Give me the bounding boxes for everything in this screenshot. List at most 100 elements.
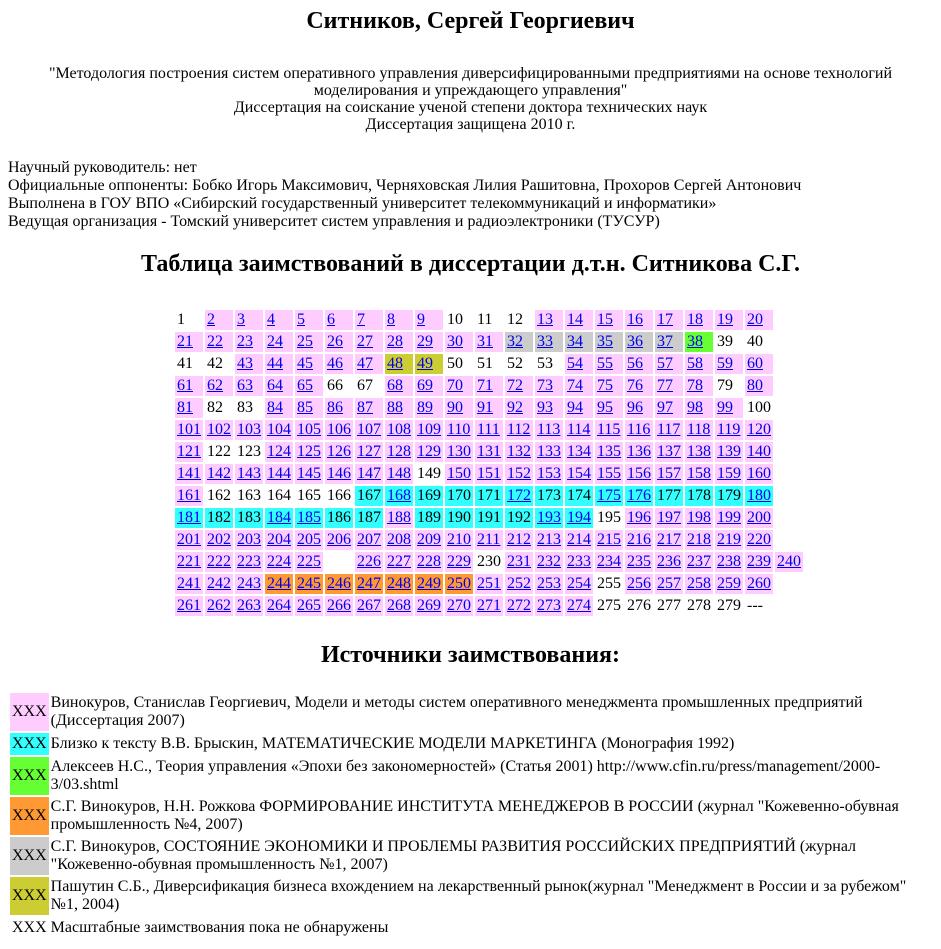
page-link[interactable]: 138 [687,443,711,460]
page-cell[interactable]: 188 [385,508,413,528]
page-cell[interactable]: 264 [265,596,293,616]
page-link[interactable]: 273 [537,597,561,614]
page-link[interactable]: 43 [237,355,253,372]
page-cell[interactable]: 246 [325,574,353,594]
page-cell[interactable]: 160 [745,464,773,484]
page-link[interactable]: 156 [627,465,651,482]
page-link[interactable]: 152 [507,465,531,482]
page-link[interactable]: 184 [267,509,291,526]
page-cell[interactable]: 196 [625,508,653,528]
page-link[interactable]: 97 [657,399,673,416]
page-cell[interactable]: 72 [505,376,533,396]
page-cell[interactable]: 235 [625,552,653,572]
page-link[interactable]: 223 [237,553,261,570]
page-link[interactable]: 249 [417,575,441,592]
page-cell[interactable]: 18 [685,310,713,330]
page-link[interactable]: 128 [387,443,411,460]
page-link[interactable]: 153 [537,465,561,482]
page-link[interactable]: 104 [267,421,291,438]
page-cell[interactable]: 108 [385,420,413,440]
page-link[interactable]: 19 [717,311,733,328]
page-cell[interactable]: 29 [415,332,443,352]
page-cell[interactable]: 223 [235,552,263,572]
page-cell[interactable]: 247 [355,574,383,594]
page-cell[interactable]: 57 [655,354,683,374]
page-cell[interactable]: 85 [295,398,323,418]
page-link[interactable]: 219 [717,531,741,548]
page-cell[interactable]: 115 [595,420,623,440]
page-cell[interactable]: 116 [625,420,653,440]
page-cell[interactable]: 242 [205,574,233,594]
page-cell[interactable]: 68 [385,376,413,396]
page-link[interactable]: 121 [177,443,201,460]
page-cell[interactable]: 124 [265,442,293,462]
page-link[interactable]: 168 [387,487,411,504]
page-link[interactable]: 113 [537,421,561,438]
page-link[interactable]: 232 [537,553,561,570]
page-cell[interactable]: 71 [475,376,503,396]
page-link[interactable]: 71 [477,377,493,394]
page-link[interactable]: 101 [177,421,201,438]
page-link[interactable]: 204 [267,531,291,548]
page-cell[interactable]: 258 [685,574,713,594]
page-link[interactable]: 37 [657,333,673,350]
page-cell[interactable]: 75 [595,376,623,396]
page-cell[interactable]: 7 [355,310,383,330]
page-link[interactable]: 148 [387,465,411,482]
page-link[interactable]: 158 [687,465,711,482]
page-cell[interactable]: 84 [265,398,293,418]
page-link[interactable]: 266 [327,597,351,614]
page-link[interactable]: 27 [357,333,373,350]
page-link[interactable]: 48 [387,355,403,372]
page-link[interactable]: 208 [387,531,411,548]
page-link[interactable]: 233 [567,553,591,570]
page-cell[interactable]: 146 [325,464,353,484]
page-link[interactable]: 13 [537,311,553,328]
page-cell[interactable]: 205 [295,530,323,550]
page-cell[interactable]: 220 [745,530,773,550]
page-link[interactable]: 62 [207,377,223,394]
page-link[interactable]: 65 [297,377,313,394]
page-cell[interactable]: 202 [205,530,233,550]
page-link[interactable]: 73 [537,377,553,394]
page-cell[interactable]: 20 [745,310,773,330]
page-link[interactable]: 72 [507,377,523,394]
page-link[interactable]: 175 [597,487,621,504]
page-link[interactable]: 85 [297,399,313,416]
page-cell[interactable]: 151 [475,464,503,484]
page-link[interactable]: 237 [687,553,711,570]
page-link[interactable]: 25 [297,333,313,350]
page-link[interactable]: 99 [717,399,733,416]
page-cell[interactable]: 270 [445,596,473,616]
page-cell[interactable]: 6 [325,310,353,330]
page-link[interactable]: 210 [447,531,471,548]
page-link[interactable]: 216 [627,531,651,548]
page-cell[interactable]: 208 [385,530,413,550]
page-cell[interactable]: 136 [625,442,653,462]
page-link[interactable]: 110 [447,421,471,438]
page-link[interactable]: 145 [297,465,321,482]
page-link[interactable]: 131 [477,443,501,460]
page-cell[interactable]: 80 [745,376,773,396]
page-link[interactable]: 228 [417,553,441,570]
page-link[interactable]: 4 [267,311,275,328]
page-cell[interactable]: 172 [505,486,533,506]
page-link[interactable]: 244 [267,575,291,592]
page-link[interactable]: 248 [387,575,411,592]
page-link[interactable]: 140 [747,443,771,460]
page-link[interactable]: 246 [327,575,351,592]
page-link[interactable]: 147 [357,465,381,482]
page-cell[interactable]: 250 [445,574,473,594]
page-cell[interactable]: 249 [415,574,443,594]
page-link[interactable]: 253 [537,575,561,592]
page-cell[interactable]: 238 [715,552,743,572]
page-link[interactable]: 124 [267,443,291,460]
page-cell[interactable]: 226 [355,552,383,572]
page-cell[interactable]: 23 [235,332,263,352]
page-link[interactable]: 227 [387,553,411,570]
page-link[interactable]: 262 [207,597,231,614]
page-link[interactable]: 264 [267,597,291,614]
page-link[interactable]: 34 [567,333,583,350]
page-cell[interactable]: 206 [325,530,353,550]
page-cell[interactable]: 28 [385,332,413,352]
